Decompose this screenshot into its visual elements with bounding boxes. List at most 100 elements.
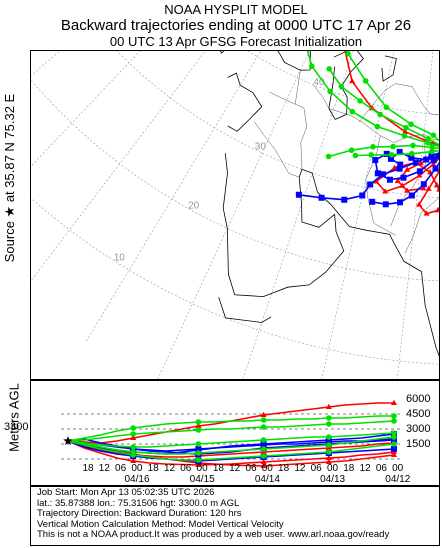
profile-line bbox=[67, 436, 395, 455]
triangle-marker bbox=[391, 164, 398, 170]
triangle-marker bbox=[436, 186, 439, 192]
trajectory-direction: Trajectory Direction: Backward Duration:… bbox=[37, 508, 242, 519]
triangle-marker bbox=[425, 185, 432, 191]
circle-marker bbox=[326, 449, 332, 455]
triangle-marker bbox=[437, 168, 439, 171]
triangle-marker bbox=[434, 207, 439, 213]
circle-marker bbox=[308, 63, 315, 69]
circle-marker bbox=[425, 140, 431, 146]
square-marker bbox=[295, 191, 302, 198]
circle-marker bbox=[260, 437, 267, 443]
circle-marker bbox=[409, 150, 415, 157]
square-marker bbox=[382, 201, 389, 208]
circle-marker bbox=[374, 123, 381, 130]
triangle-marker bbox=[420, 185, 427, 191]
latitude-label: 30 bbox=[255, 142, 267, 153]
coastline bbox=[218, 297, 272, 323]
time-tick-label: 18 bbox=[212, 463, 224, 474]
circle-marker bbox=[326, 421, 332, 427]
profile-series-red bbox=[67, 440, 397, 467]
square-marker bbox=[416, 168, 423, 175]
trajectory-path bbox=[346, 51, 439, 142]
profile-series-green bbox=[67, 418, 397, 442]
latitude-labels: 1020304050607080 bbox=[114, 77, 325, 264]
triangle-marker bbox=[416, 172, 423, 178]
time-tick-label: 18 bbox=[343, 463, 355, 474]
date-tick-label: 04/12 bbox=[385, 474, 411, 485]
square-marker bbox=[397, 161, 404, 168]
circle-marker bbox=[130, 444, 136, 450]
time-tick-label: 06 bbox=[115, 463, 127, 474]
triangle-marker bbox=[430, 160, 437, 167]
trajectory-green bbox=[306, 51, 439, 148]
square-marker bbox=[396, 165, 403, 172]
circle-marker bbox=[408, 121, 414, 128]
start-height-label: 3300 bbox=[4, 421, 29, 433]
circle-marker bbox=[195, 419, 202, 425]
profile-series-green bbox=[67, 434, 397, 456]
circle-marker bbox=[130, 431, 136, 437]
map-canvas: 1020304050607080 bbox=[31, 51, 439, 379]
job-info-box: Job Start: Mon Apr 13 05:02:35 UTC 2026 … bbox=[30, 486, 440, 546]
longitude-line bbox=[86, 51, 262, 342]
circle-marker bbox=[326, 415, 332, 421]
latitude-label: 40 bbox=[313, 77, 325, 88]
latitude-label: 10 bbox=[114, 253, 126, 264]
square-marker bbox=[391, 446, 397, 452]
coastline bbox=[222, 153, 439, 357]
profile-line bbox=[67, 438, 395, 452]
trajectory-path bbox=[375, 157, 439, 193]
coastline bbox=[381, 55, 397, 82]
trajectory-path bbox=[328, 68, 439, 146]
triangle-marker bbox=[130, 457, 137, 463]
square-marker bbox=[318, 194, 325, 201]
circle-marker bbox=[388, 151, 395, 158]
y-tick-label: 4500 bbox=[406, 408, 431, 420]
latitude-line bbox=[31, 79, 439, 282]
longitude-line bbox=[242, 51, 354, 379]
job-start: Job Start: Mon Apr 13 05:02:35 UTC 2026 bbox=[37, 487, 215, 498]
circle-marker bbox=[391, 413, 397, 419]
circle-marker bbox=[326, 434, 332, 440]
coastlines bbox=[218, 51, 439, 357]
y-tick-label: 3000 bbox=[406, 423, 431, 435]
coastline bbox=[227, 72, 263, 132]
profile-line bbox=[67, 415, 394, 442]
trajectory-path bbox=[418, 170, 439, 215]
time-tick-label: 12 bbox=[359, 463, 371, 474]
triangle-marker bbox=[260, 458, 267, 464]
trajectory-green bbox=[345, 51, 439, 142]
square-marker bbox=[397, 199, 404, 206]
circle-marker bbox=[429, 144, 436, 151]
trajectory-title: Backward trajectories ending at 0000 UTC… bbox=[60, 17, 412, 34]
triangle-marker bbox=[325, 454, 332, 460]
profile-line bbox=[67, 402, 394, 444]
date-tick-label: 04/16 bbox=[124, 474, 150, 485]
time-tick-label: 18 bbox=[278, 463, 290, 474]
country-border bbox=[253, 121, 300, 178]
circle-marker bbox=[410, 142, 416, 149]
profile-source-star bbox=[63, 436, 73, 445]
time-tick-label: 12 bbox=[229, 463, 241, 474]
square-marker bbox=[432, 165, 439, 172]
trajectory-green bbox=[352, 148, 439, 159]
date-tick-label: 04/13 bbox=[320, 474, 346, 485]
triangle-marker bbox=[349, 77, 356, 84]
height-axis-label: Meters AGL bbox=[6, 383, 22, 452]
latitude-label: 20 bbox=[188, 201, 200, 212]
longitude-line bbox=[321, 51, 395, 379]
square-marker bbox=[341, 196, 348, 203]
country-border bbox=[269, 91, 296, 105]
country-border bbox=[404, 196, 439, 254]
time-tick-label: 12 bbox=[163, 463, 176, 474]
profile-canvas bbox=[61, 399, 403, 468]
vertical-profile bbox=[30, 380, 440, 486]
country-border bbox=[390, 134, 427, 227]
time-tick-label: 18 bbox=[82, 463, 94, 474]
coastline bbox=[328, 51, 364, 120]
circle-marker bbox=[391, 441, 397, 447]
time-tick-label: 00 bbox=[392, 463, 404, 474]
triangle-marker bbox=[404, 187, 411, 193]
square-marker bbox=[379, 171, 386, 178]
triangle-marker bbox=[195, 422, 202, 428]
